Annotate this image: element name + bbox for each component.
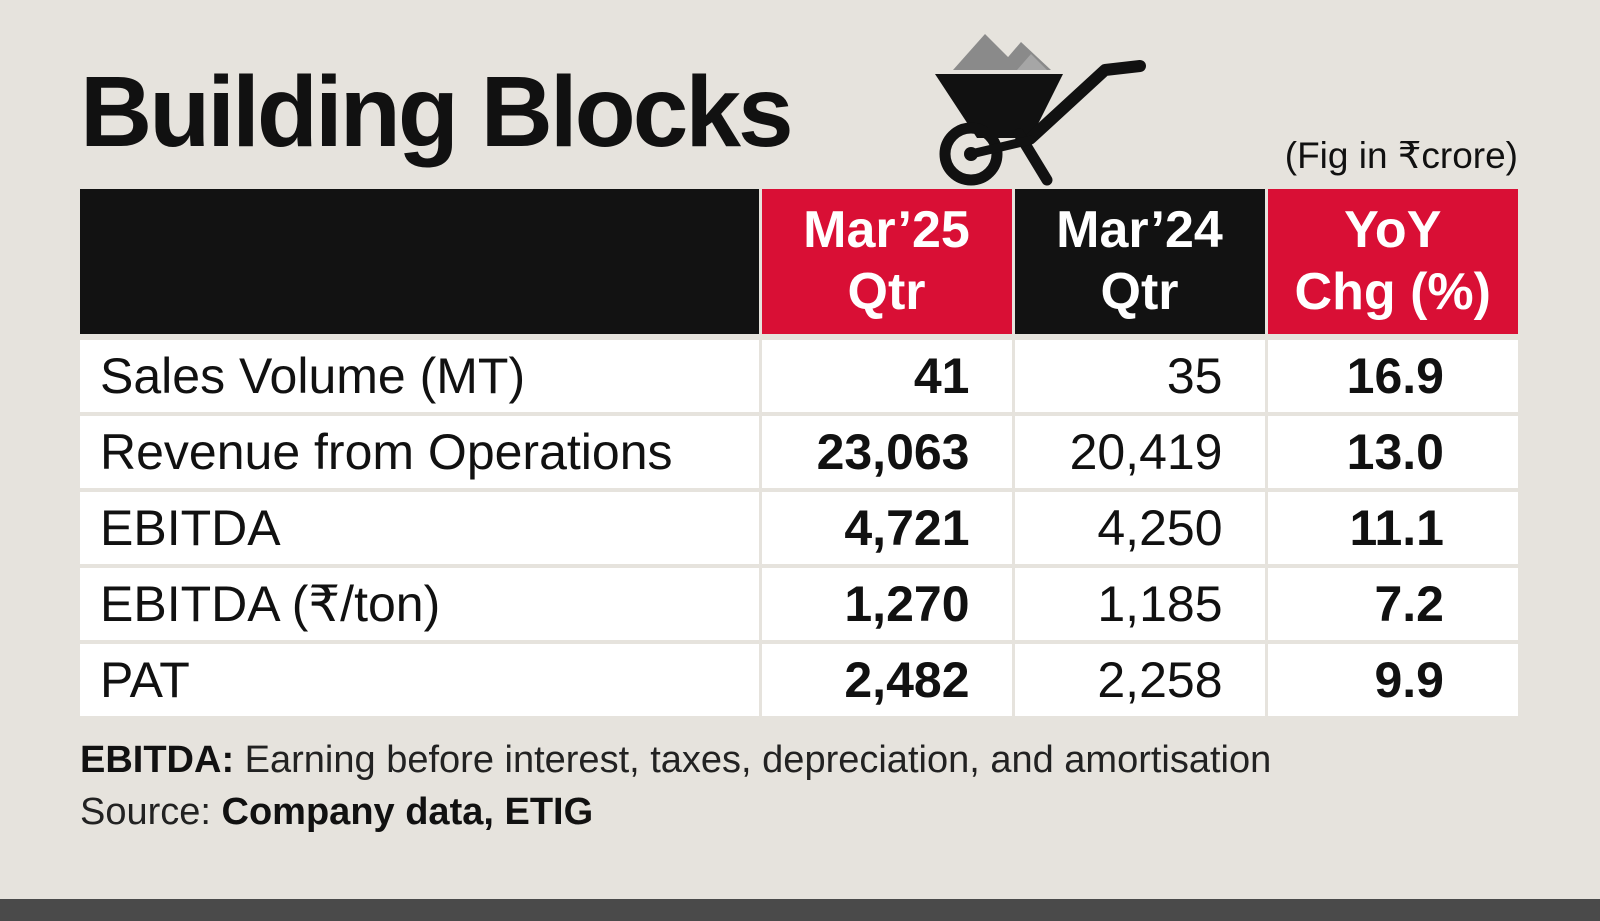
yoy-value: 16.9 — [1264, 335, 1518, 416]
page-title: Building Blocks — [80, 56, 794, 168]
source-label: Source: — [80, 791, 222, 833]
header-mar25-line1: Mar’25 — [803, 201, 970, 260]
wheelbarrow-icon — [935, 34, 1146, 186]
mar24-value: 35 — [1011, 335, 1268, 416]
mar24-value: 20,419 — [1011, 412, 1268, 492]
header-mar24-line2: Qtr — [1100, 262, 1179, 321]
row-label: Revenue from Operations — [80, 412, 762, 492]
mar24-value: 2,258 — [1011, 640, 1268, 720]
source-line: Source: Company data, ETIG — [80, 786, 1271, 838]
header-blank-cell — [80, 189, 762, 340]
footnote: EBITDA: Earning before interest, taxes, … — [80, 734, 1271, 838]
row-label: PAT — [80, 640, 762, 720]
header-yoy-line1: YoY — [1344, 201, 1442, 260]
yoy-value: 7.2 — [1264, 564, 1518, 644]
results-table: Mar’25 Qtr Mar’24 Qtr YoY Chg (%) Sales … — [80, 189, 1518, 720]
row-label: EBITDA — [80, 488, 762, 568]
source-text: Company data, ETIG — [221, 791, 594, 833]
table-row: Revenue from Operations 23,063 20,419 13… — [80, 412, 1518, 492]
row-label: Sales Volume (MT) — [80, 335, 762, 416]
header-row: Mar’25 Qtr Mar’24 Qtr YoY Chg (%) — [80, 189, 1518, 340]
ebitda-definition-text: Earning before interest, taxes, deprecia… — [234, 739, 1272, 781]
table-row: Sales Volume (MT) 41 35 16.9 — [80, 335, 1518, 416]
table-row: PAT 2,482 2,258 9.9 — [80, 640, 1518, 720]
mar24-value: 1,185 — [1011, 564, 1268, 644]
unit-note: (Fig in ₹crore) — [1284, 135, 1518, 176]
mar25-value: 41 — [758, 335, 1015, 416]
header-yoy: YoY Chg (%) — [1264, 189, 1518, 340]
bottom-bar — [0, 899, 1600, 921]
row-label: EBITDA (₹/ton) — [80, 564, 762, 644]
yoy-value: 11.1 — [1264, 488, 1518, 568]
mar25-value: 23,063 — [758, 412, 1015, 492]
header-mar24-line1: Mar’24 — [1056, 201, 1223, 260]
table-row: EBITDA 4,721 4,250 11.1 — [80, 488, 1518, 568]
header-yoy-line2: Chg (%) — [1294, 262, 1491, 321]
header-mar24: Mar’24 Qtr — [1011, 189, 1268, 340]
yoy-value: 9.9 — [1264, 640, 1518, 720]
mar25-value: 2,482 — [758, 640, 1015, 720]
header-mar25: Mar’25 Qtr — [758, 189, 1015, 340]
yoy-value: 13.0 — [1264, 412, 1518, 492]
mar25-value: 4,721 — [758, 488, 1015, 568]
mar24-value: 4,250 — [1011, 488, 1268, 568]
ebitda-term: EBITDA: — [80, 739, 235, 781]
header-mar25-line2: Qtr — [847, 262, 926, 321]
table-row: EBITDA (₹/ton) 1,270 1,185 7.2 — [80, 564, 1518, 644]
mar25-value: 1,270 — [758, 564, 1015, 644]
ebitda-definition: EBITDA: Earning before interest, taxes, … — [80, 734, 1271, 786]
